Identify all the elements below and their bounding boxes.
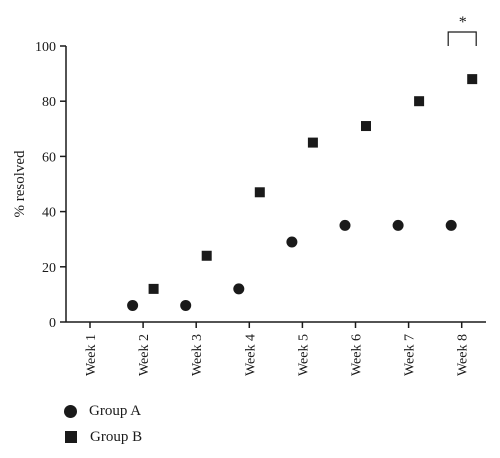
- group-b-point: [307, 137, 318, 148]
- group-a-point: [127, 299, 139, 311]
- group-b-point: [414, 96, 425, 107]
- y-tick-label: 20: [42, 261, 56, 276]
- y-axis-label: % resolved: [12, 150, 28, 218]
- legend-label-group-a: Group A: [89, 402, 142, 419]
- y-tick-label: 60: [42, 150, 56, 165]
- y-tick-label: 100: [35, 40, 56, 55]
- legend-label-group-b: Group B: [90, 428, 143, 445]
- significance-bracket: [447, 31, 477, 46]
- x-tick-label: Week 4: [243, 334, 258, 376]
- x-tick-label: Week 8: [456, 334, 471, 376]
- group-a-point: [392, 219, 404, 231]
- group-b-point: [254, 187, 265, 198]
- chart-legend: Group A Group B: [64, 398, 142, 450]
- y-tick-label: 80: [42, 95, 56, 110]
- significance-marker: *: [459, 14, 467, 31]
- x-tick-label: Week 6: [350, 334, 365, 376]
- y-tick-label: 40: [42, 206, 56, 221]
- x-tick-label: Week 3: [190, 334, 205, 376]
- group-a-point: [445, 219, 457, 231]
- scatter-chart: 0 20 40 60 80 100 % resolved Week 1 Week 2 Week 3…: [12, 14, 486, 376]
- x-tick-label: Week 5: [296, 334, 311, 376]
- group-a-point: [180, 299, 192, 311]
- x-tick-label: Week 2: [137, 334, 152, 376]
- legend-item-group-a: Group A: [64, 398, 142, 424]
- x-tick-label: Week 1: [84, 334, 99, 376]
- group-b-point: [361, 121, 371, 132]
- group-b-point: [201, 250, 212, 261]
- group-b-point: [467, 74, 478, 85]
- group-a-point: [286, 236, 298, 248]
- group-a-point: [339, 219, 351, 231]
- legend-item-group-b: Group B: [64, 424, 142, 450]
- x-tick-label: Week 7: [403, 334, 418, 376]
- legend-circle-marker-icon: [64, 404, 77, 418]
- group-b-point: [148, 283, 159, 294]
- y-tick-label: 0: [49, 316, 56, 331]
- group-a-point: [233, 283, 245, 295]
- legend-square-marker-icon: [65, 431, 77, 443]
